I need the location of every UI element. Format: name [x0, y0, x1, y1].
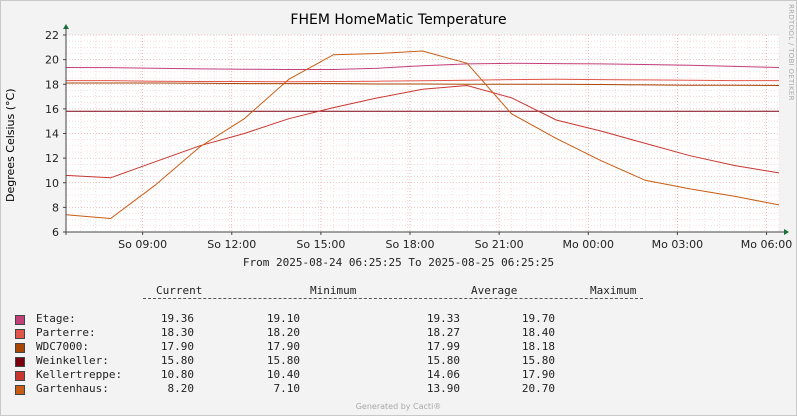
x-tick-label: So 21:00: [475, 238, 524, 251]
legend-current-value: 18.30: [160, 326, 194, 339]
y-tick-label: 22: [45, 29, 59, 42]
legend-row: Parterre: 18.30 18.20 18.27 18.40: [0, 326, 797, 340]
y-tick-label: 6: [52, 226, 59, 239]
legend-average-value: 17.99: [426, 340, 460, 353]
legend-maximum-value: 15.80: [521, 354, 555, 367]
legend-maximum-value: 19.70: [521, 312, 555, 325]
legend-row: Gartenhaus: 8.20 7.10 13.90 20.70: [0, 382, 797, 396]
legend-divider: [143, 298, 643, 299]
legend-minimum-value: 17.90: [266, 340, 300, 353]
legend-label: WDC7000:: [36, 340, 89, 353]
legend-label: Parterre:: [36, 326, 96, 339]
legend-swatch: [15, 343, 25, 353]
legend-row: Etage: 19.36 19.10 19.33 19.70: [0, 312, 797, 326]
legend-minimum-value: 18.20: [266, 326, 300, 339]
series-line: [65, 50, 780, 220]
axes: [63, 24, 789, 235]
y-tick-label: 14: [45, 128, 59, 141]
footer: Generated by Cacti®: [355, 402, 442, 411]
legend-swatch: [15, 385, 25, 395]
y-tick-label: 12: [45, 152, 59, 165]
legend-label: Gartenhaus:: [36, 382, 109, 395]
legend-minimum-value: 15.80: [266, 354, 300, 367]
x-tick-label: Mo 03:00: [652, 238, 703, 251]
legend-minimum-value: 7.10: [273, 382, 301, 395]
x-tick-label: So 12:00: [207, 238, 256, 251]
y-tick-label: 16: [45, 103, 59, 116]
series-lines: [65, 50, 780, 220]
x-tick-label: Mo 06:00: [741, 238, 792, 251]
rrdtool-credit: RRDTOOL / TOBI OETIKER: [787, 4, 795, 101]
x-tick-label: So 15:00: [296, 238, 345, 251]
legend-minimum-value: 10.40: [266, 368, 300, 381]
series-line: [65, 62, 780, 70]
legend-swatch: [15, 357, 25, 367]
legend-average-value: 19.33: [426, 312, 460, 325]
series-line: [65, 84, 780, 179]
legend-header-maximum: Maximum: [590, 284, 637, 297]
x-tick-label: Mo 00:00: [563, 238, 614, 251]
tick-labels: 6 8 10 12 14 16 18 20 22 So 09:00 So 12:00 So 15:00…: [45, 29, 792, 251]
x-tick-label: So 18:00: [386, 238, 435, 251]
y-tick-label: 18: [45, 78, 59, 91]
legend-label: Etage:: [36, 312, 76, 325]
legend-current-value: 10.80: [160, 368, 194, 381]
legend-label: Kellertreppe:: [36, 368, 123, 381]
series-line: [66, 82, 780, 86]
legend-maximum-value: 18.40: [521, 326, 555, 339]
time-range: From 2025-08-24 06:25:25 To 2025-08-25 0…: [242, 256, 555, 269]
legend-current-value: 17.90: [160, 340, 194, 353]
grid: [65, 34, 780, 233]
chart-title: FHEM HomeMatic Temperature: [290, 12, 507, 28]
legend-row: Weinkeller: 15.80 15.80 15.80 15.80: [0, 354, 797, 368]
legend-maximum-value: 18.18: [521, 340, 555, 353]
legend-swatch: [15, 371, 25, 381]
y-tick-label: 20: [45, 54, 59, 67]
legend-header-minimum: Minimum: [310, 284, 357, 297]
legend-label: Weinkeller:: [36, 354, 109, 367]
legend-current-value: 8.20: [167, 382, 195, 395]
legend-swatch: [15, 329, 25, 339]
legend-header-current: Current: [156, 284, 203, 297]
x-tick-label: So 09:00: [118, 238, 167, 251]
y-tick-label: 10: [45, 177, 59, 190]
legend-minimum-value: 19.10: [266, 312, 300, 325]
legend-average-value: 18.27: [426, 326, 460, 339]
y-axis-arrow: [63, 24, 69, 29]
legend-header-average: Average: [471, 284, 518, 297]
legend-average-value: 15.80: [426, 354, 460, 367]
legend-current-value: 19.36: [160, 312, 194, 325]
legend-row: WDC7000: 17.90 17.90 17.99 18.18: [0, 340, 797, 354]
legend-row: Kellertreppe: 10.80 10.40 14.06 17.90: [0, 368, 797, 382]
x-axis-arrow: [784, 229, 789, 235]
legend-swatch: [15, 315, 25, 325]
legend-current-value: 15.80: [160, 354, 194, 367]
legend-maximum-value: 20.70: [521, 382, 555, 395]
legend-maximum-value: 17.90: [521, 368, 555, 381]
y-tick-label: 8: [52, 201, 59, 214]
legend-average-value: 13.90: [426, 382, 460, 395]
series-line: [66, 78, 779, 83]
legend-average-value: 14.06: [426, 368, 460, 381]
